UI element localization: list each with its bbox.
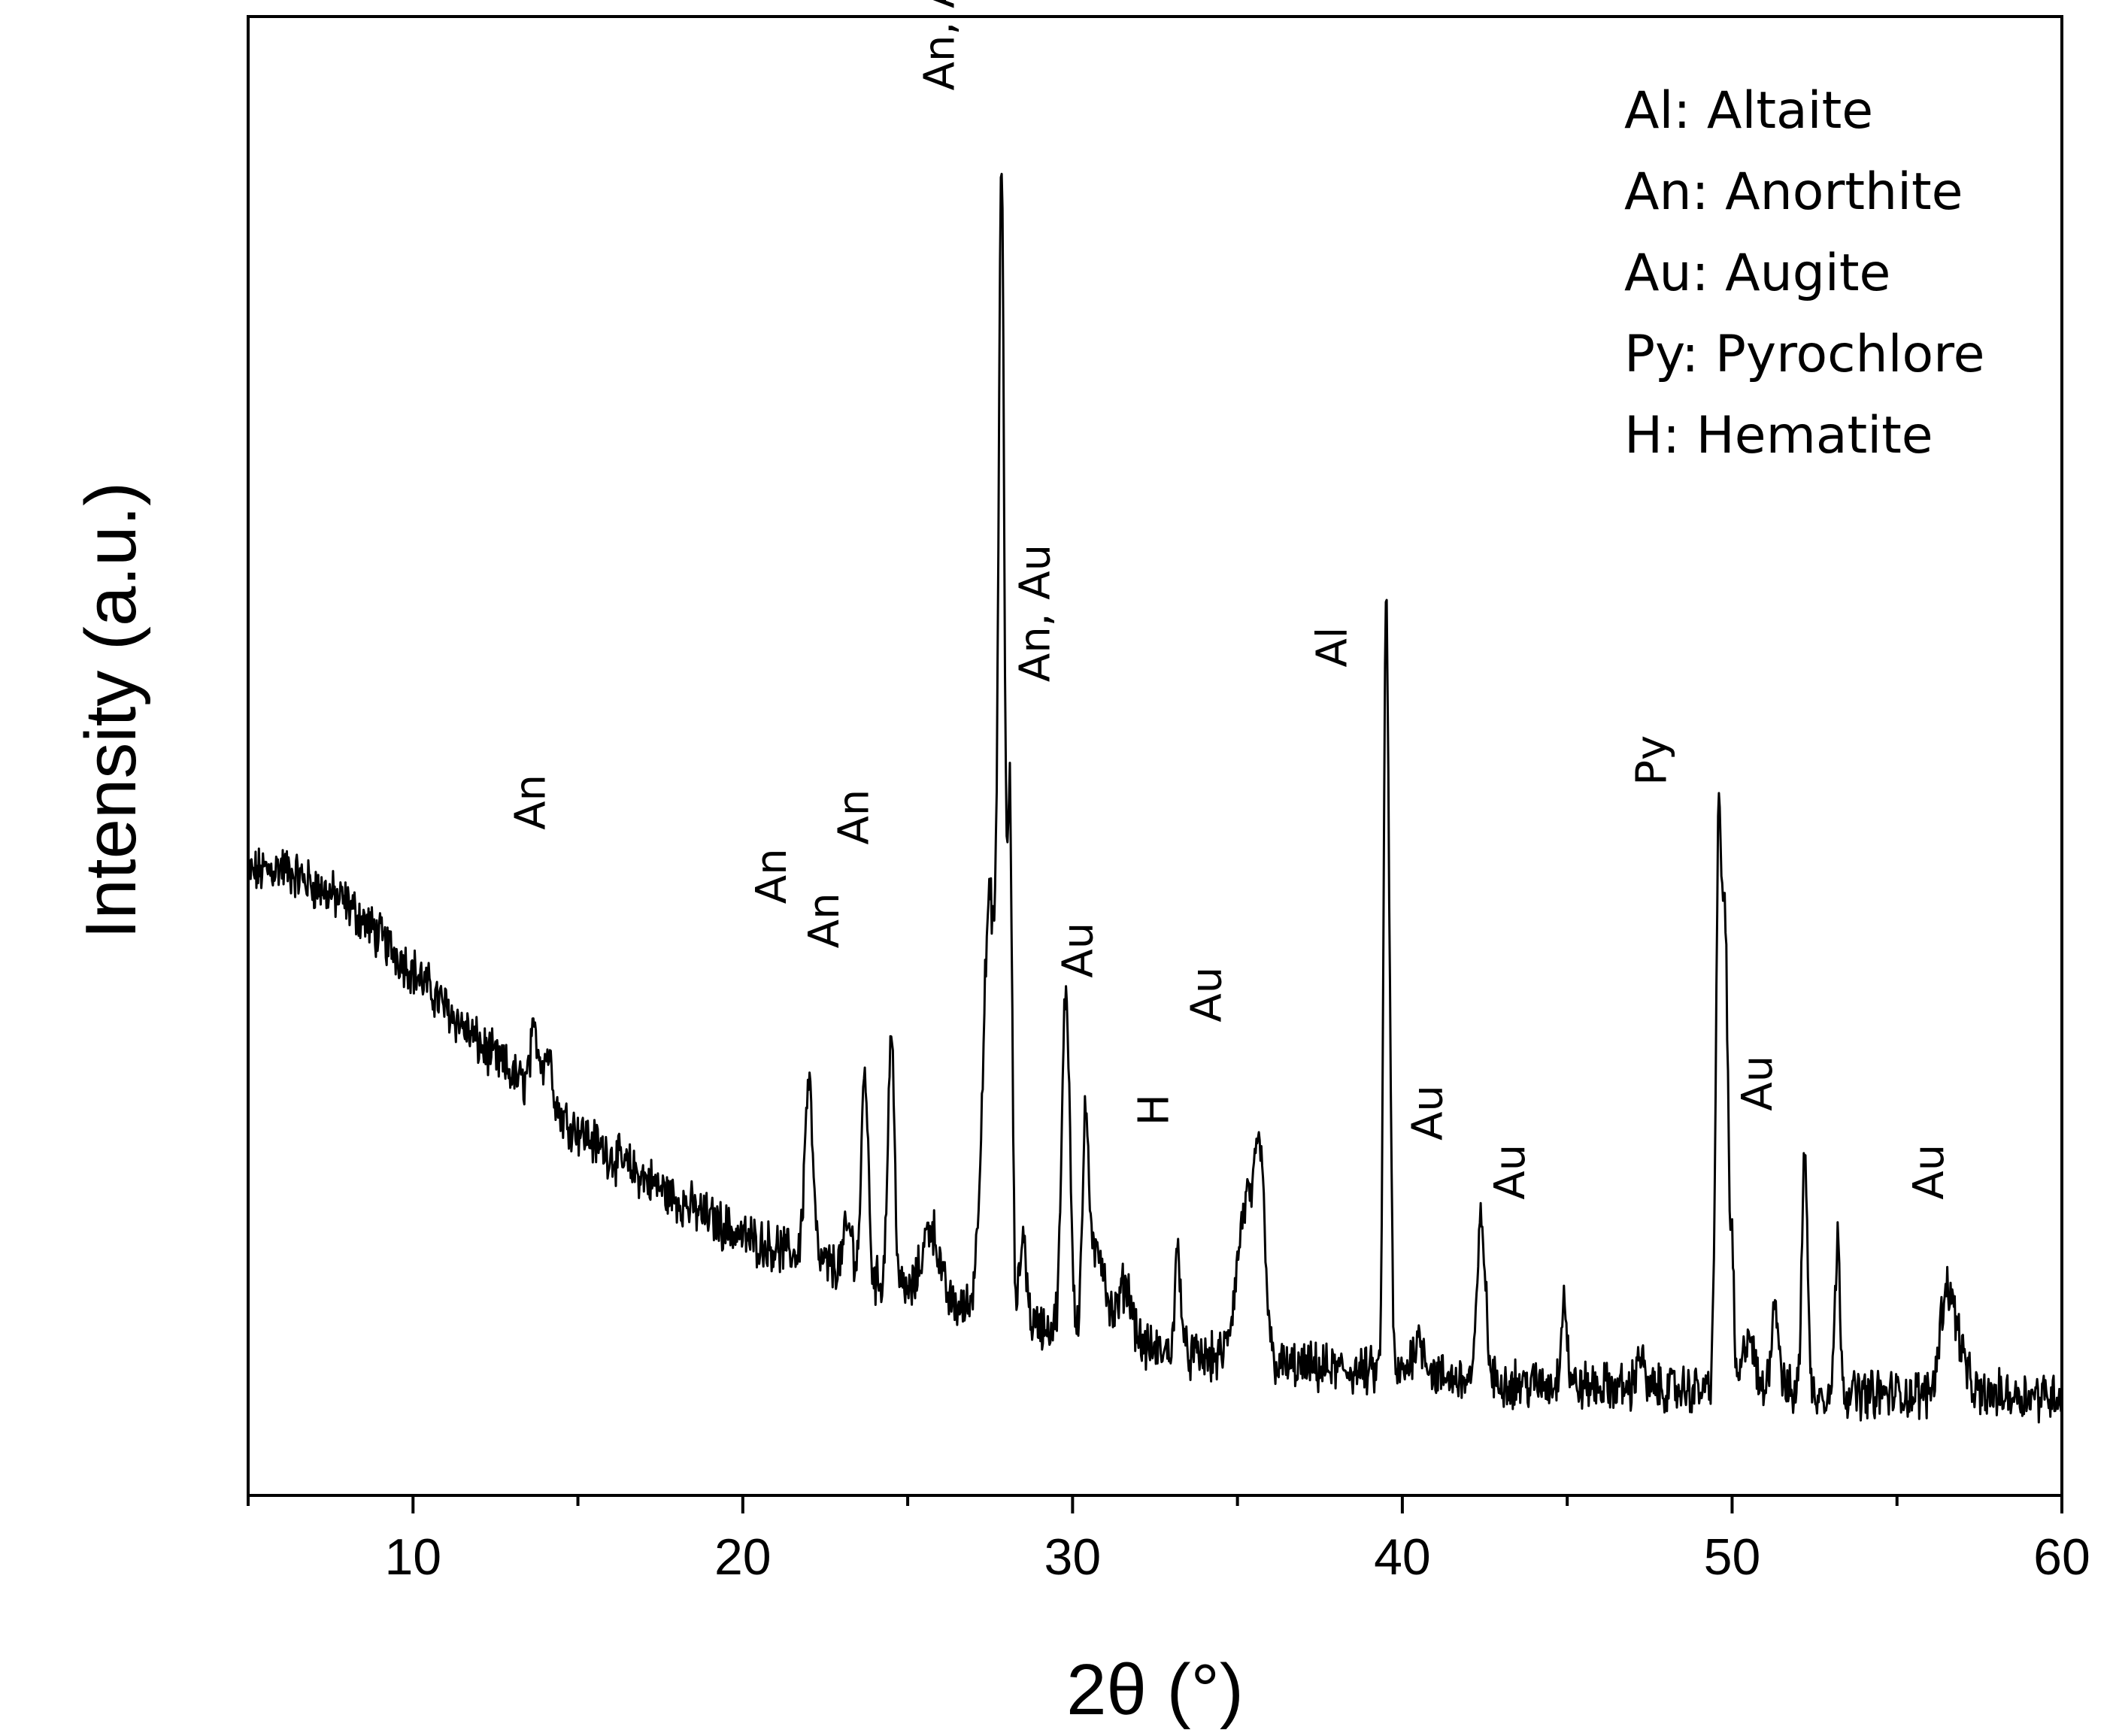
legend-entry: An: Anorthite — [1624, 162, 1963, 222]
peak-label: An — [747, 848, 796, 904]
peak-label: H — [1130, 1094, 1179, 1126]
peak-label: Au — [1183, 967, 1232, 1023]
x-tick-label: 10 — [384, 1528, 441, 1586]
peak-label: An — [800, 892, 849, 948]
legend: Al: Altaite An: Anorthite Au: Augite Py: Py… — [1624, 81, 1984, 465]
x-tick-label: 60 — [2033, 1528, 2090, 1586]
legend-entry: Au: Augite — [1624, 244, 1890, 303]
x-axis-ticks: 10 20 30 40 50 60 — [247, 1495, 2090, 1586]
series-layer — [247, 172, 2063, 1424]
peak-label: Py — [1628, 735, 1677, 786]
peak-label: An — [507, 774, 556, 830]
x-tick-label: 50 — [1704, 1528, 1761, 1586]
peak-label: Au — [1054, 923, 1103, 978]
peak-label: Au — [1404, 1085, 1453, 1141]
peak-label: An — [830, 789, 879, 845]
peak-label: An, Au — [916, 0, 965, 90]
peak-label: Au — [1486, 1144, 1535, 1200]
plot-frame — [247, 15, 2063, 1497]
peak-label: Au — [1733, 1056, 1782, 1111]
series-line — [247, 172, 2063, 1424]
x-tick-label: 30 — [1044, 1528, 1102, 1586]
x-tick-label: 40 — [1374, 1528, 1431, 1586]
peak-label: An, Au — [1011, 544, 1060, 682]
legend-entry: Py: Pyrochlore — [1624, 325, 1984, 384]
x-axis-title: 2θ (°) — [1066, 1650, 1244, 1730]
peak-label: Au — [1905, 1144, 1954, 1200]
legend-entry: H: Hematite — [1624, 406, 1933, 465]
legend-entry: Al: Altaite — [1624, 81, 1873, 141]
x-tick-label: 20 — [714, 1528, 772, 1586]
peak-label: Al — [1308, 627, 1357, 668]
y-axis-title: Intensity (a.u.) — [71, 482, 151, 939]
